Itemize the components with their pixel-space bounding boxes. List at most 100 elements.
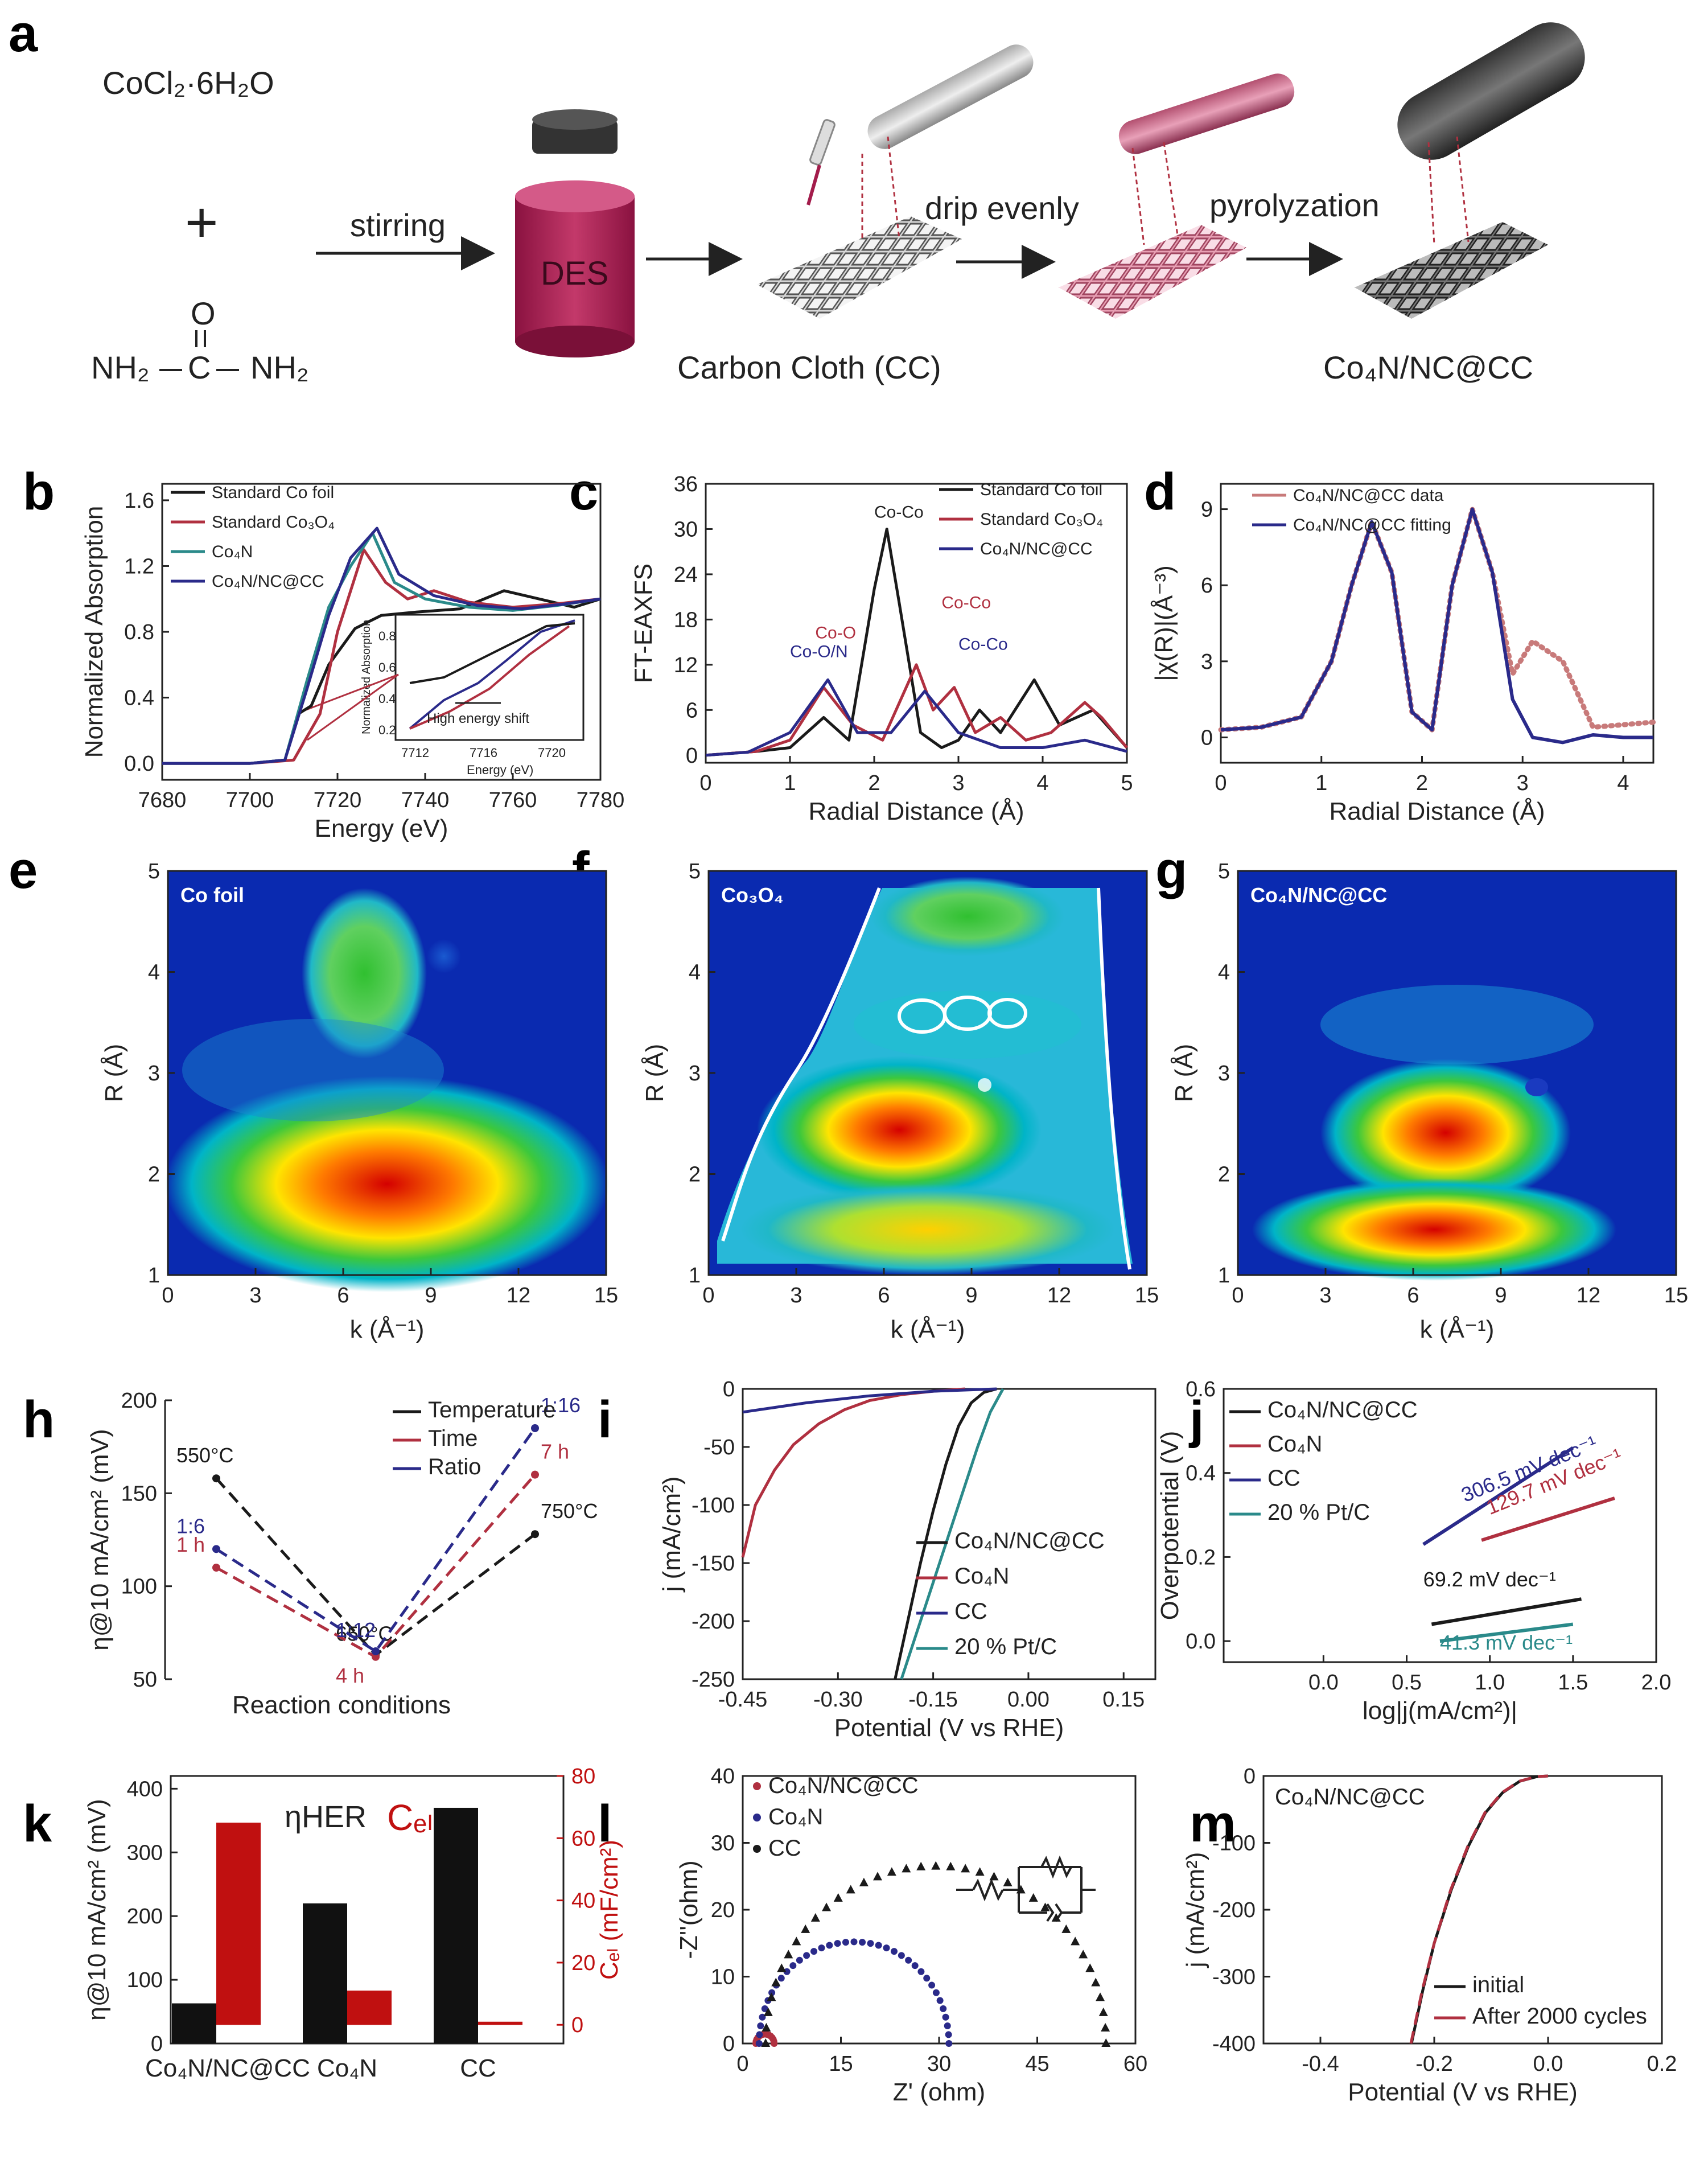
x-tick-label: 7680 xyxy=(138,788,187,812)
legend-label: 20 % Pt/C xyxy=(954,1634,1057,1659)
chart-m: -0.4 -0.2 0.0 0.2 -400 -300 -200 -100 0 Potential… xyxy=(1182,1765,1677,2106)
series-point xyxy=(372,1652,380,1661)
x-axis-label: k (Å⁻¹) xyxy=(891,1315,965,1343)
urea-oxygen: O xyxy=(191,295,216,331)
x-tick-label: 9 xyxy=(965,1284,977,1307)
series-line xyxy=(215,1427,537,1654)
series-point xyxy=(945,2040,953,2047)
x-tick-label: -0.15 xyxy=(908,1688,958,1712)
x-tick-label: 15 xyxy=(1135,1284,1159,1307)
legend-label: Co₄N/NC@CC xyxy=(980,540,1093,558)
panel-label-h: h xyxy=(23,1391,55,1449)
series-point xyxy=(931,1861,941,1870)
legend-label: initial xyxy=(1472,1972,1524,1997)
series-point xyxy=(946,1861,956,1870)
y-tick-label: -200 xyxy=(692,1610,735,1634)
point-label: 1 h xyxy=(176,1533,205,1556)
label-drip-evenly: drip evenly xyxy=(925,190,1079,226)
series-point xyxy=(859,1877,869,1886)
category-label: Co₄N/NC@CC xyxy=(145,2054,310,2082)
series-point xyxy=(867,1940,874,1947)
series-point xyxy=(212,1545,220,1553)
y-axis-label: -Z''(ohm) xyxy=(675,1860,703,1959)
series-line xyxy=(894,1387,997,1680)
series-point xyxy=(916,1861,926,1870)
x-tick-label: 0.0 xyxy=(1533,2052,1563,2076)
y-tick-label: -250 xyxy=(692,1668,735,1692)
y-tick-label: -300 xyxy=(1212,1966,1256,1989)
y-tick-label: 30 xyxy=(711,1832,735,1856)
y-tick-label: 5 xyxy=(1218,860,1230,883)
series-point xyxy=(822,1902,832,1911)
y-tick-label: 6 xyxy=(686,698,698,722)
y-tick-label: 10 xyxy=(711,1966,735,1989)
x-tick-label: 5 xyxy=(1121,771,1133,795)
y-axis-label: Normalized Absorption xyxy=(80,506,108,758)
inset-xtick-2: 7720 xyxy=(538,746,566,760)
x-tick-label: 0 xyxy=(702,1284,714,1307)
x-tick-label: 0.15 xyxy=(1102,1688,1145,1712)
x-axis-label: Potential (V vs RHE) xyxy=(834,1714,1064,1742)
legend-marker xyxy=(753,1845,761,1853)
series-point xyxy=(859,1939,866,1946)
legend-label: CC xyxy=(1267,1466,1300,1491)
series-point xyxy=(887,1867,896,1876)
x-tick-label: -0.2 xyxy=(1415,2052,1452,2076)
legend-label: Co₄N/NC@CC xyxy=(1267,1397,1418,1422)
x-tick-label: 0.5 xyxy=(1392,1671,1422,1695)
x-axis-label: Potential (V vs RHE) xyxy=(1348,2078,1577,2106)
y-tick-label: -200 xyxy=(1212,1898,1256,1922)
series-point xyxy=(212,1564,220,1572)
plus-sign: + xyxy=(185,191,218,254)
bar-eta xyxy=(172,2003,216,2043)
inset-b: High energy shift 7712 7716 7720 0.2 0.4… xyxy=(301,614,585,777)
series-point xyxy=(763,2007,773,2016)
heatmap-title: Co₄N/NC@CC xyxy=(1250,883,1387,907)
x-tick-label: 12 xyxy=(1047,1284,1071,1307)
y2-tick-label: 80 xyxy=(571,1765,595,1788)
series-point xyxy=(942,2013,949,2021)
slope-label: 41.3 mV dec⁻¹ xyxy=(1440,1631,1573,1654)
y-tick-label: 50 xyxy=(133,1668,157,1692)
inset-xtick-1: 7716 xyxy=(470,746,497,760)
peak-annotation: Co-Co xyxy=(874,503,924,522)
y2-tick-label: 0 xyxy=(571,2013,583,2037)
inset-xtick-0: 7712 xyxy=(401,746,429,760)
legend-label: After 2000 cycles xyxy=(1472,2004,1647,2029)
inset-annotation: High energy shift xyxy=(427,711,529,726)
y-tick-label: 0.0 xyxy=(124,752,154,776)
legend-label: Standard Co foil xyxy=(212,483,334,502)
legend-label: Temperature xyxy=(428,1397,556,1422)
y-tick-label: 5 xyxy=(148,860,160,883)
legend-label: CC xyxy=(954,1599,987,1624)
chart-i: -0.45 -0.30 -0.15 0.00 0.15 -250 -200 -150 -100 -… xyxy=(658,1378,1156,1742)
x-tick-label: 45 xyxy=(1025,2052,1049,2076)
inset-ytick-0: 0.2 xyxy=(378,723,396,737)
x-tick-label: 4 xyxy=(1036,771,1048,795)
y2-tick-label: 60 xyxy=(571,1827,595,1851)
series-line xyxy=(705,528,1128,757)
y-axis-label: R (Å) xyxy=(1170,1044,1198,1103)
inset-ytick-2: 0.6 xyxy=(378,660,396,675)
legend-label: Co₄N xyxy=(954,1564,1009,1589)
y-tick-label: 300 xyxy=(127,1841,163,1865)
series-point xyxy=(1061,1924,1071,1933)
legend-label: Co₄N/NC@CC data xyxy=(1293,486,1444,505)
urea-nh2-left: NH₂ xyxy=(91,350,150,385)
x-tick-label: 4 xyxy=(1617,771,1629,795)
bar-eta xyxy=(434,1807,478,2043)
y-axis-label: j (mA/cm²) xyxy=(1182,1852,1209,1969)
series-point xyxy=(846,1885,855,1894)
series-point xyxy=(898,1952,905,1959)
panel-label-j: j xyxy=(1188,1391,1204,1449)
y-tick-label: 18 xyxy=(674,608,698,632)
y-tick-label: 5 xyxy=(689,860,701,883)
series-point xyxy=(1079,1950,1088,1959)
chart-b: 7680 7700 7720 7740 7760 7780 0.0 0.4 0.8 1.2 1.6 E… xyxy=(80,483,624,842)
legend-label: Co₄N/NC@CC xyxy=(212,572,324,591)
panel-label-i: i xyxy=(598,1391,612,1449)
point-label: 1:6 xyxy=(176,1514,205,1537)
x-tick-label: 15 xyxy=(594,1284,618,1307)
